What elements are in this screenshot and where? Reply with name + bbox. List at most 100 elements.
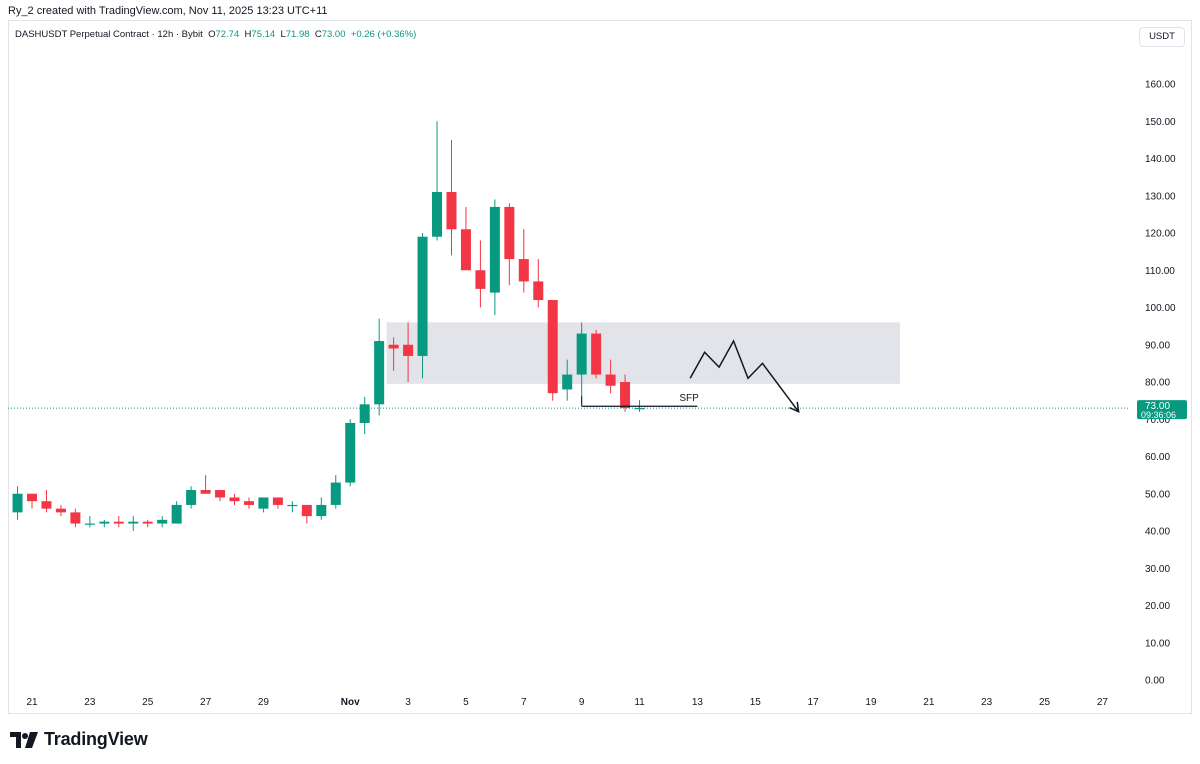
candle-down (243, 497, 254, 509)
candle-down (475, 240, 486, 308)
candle-up (157, 516, 168, 528)
bar-countdown: 09:36:06 (1141, 410, 1176, 420)
candle-down (533, 259, 544, 308)
last-price-badge (1137, 400, 1187, 420)
ohlc-change-value: +0.26 (+0.36%) (350, 29, 417, 40)
candle-up (417, 233, 428, 379)
y-tick-label: 160.00 (1145, 80, 1176, 91)
price-unit-selector[interactable]: USDT (1139, 27, 1185, 47)
candle-down (620, 374, 631, 412)
ohlc-high-value: 75.14 (251, 29, 276, 40)
candle-body (113, 521, 124, 524)
candle-up (128, 516, 139, 531)
candle-body (171, 504, 182, 524)
candle-body (388, 344, 399, 349)
candle-body (432, 192, 443, 237)
y-tick-label: 60.00 (1145, 452, 1170, 463)
candle-body (258, 497, 269, 509)
y-tick-label: 120.00 (1145, 229, 1176, 240)
chart-credit: Ry_2 created with TradingView.com, Nov 1… (8, 5, 328, 17)
candle-body (576, 333, 587, 375)
candle-up (99, 519, 110, 528)
chart-frame (8, 20, 1192, 714)
x-tick-label: 21 (26, 697, 38, 708)
candle-body (533, 281, 544, 301)
ohlc-close-value: 73.00 (321, 29, 346, 40)
candle-body (84, 523, 95, 525)
candle-up (84, 516, 95, 528)
x-tick-label: 29 (258, 697, 270, 708)
candle-up (562, 359, 573, 401)
x-tick-label: 27 (1097, 697, 1109, 708)
candle-down (55, 504, 66, 517)
candle-body (287, 504, 298, 507)
brand-name: TradingView (44, 729, 148, 749)
sfp-label: SFP (679, 393, 699, 404)
candle-body (41, 501, 52, 509)
y-tick-label: 40.00 (1145, 527, 1170, 538)
candle-down (403, 322, 414, 382)
candle-up (345, 419, 356, 487)
x-tick-label: 19 (865, 697, 877, 708)
x-tick-label: 9 (579, 697, 585, 708)
x-tick-label: 25 (142, 697, 154, 708)
candle-body (301, 504, 312, 517)
candle-body (27, 493, 37, 502)
candle-up (287, 501, 298, 513)
candle-body (504, 206, 515, 260)
candle-down (460, 206, 471, 271)
candle-body (374, 341, 385, 405)
y-tick-label: 80.00 (1145, 378, 1170, 389)
candle-up (432, 121, 443, 241)
candle-down (605, 359, 616, 394)
candle-up (330, 475, 341, 509)
y-tick-label: 10.00 (1145, 638, 1170, 649)
candle-body (620, 382, 631, 409)
time-axis[interactable]: 21 23 25 27 29 Nov 3 5 7 9 11 13 15 17 19 21 23 25 27 (26, 697, 1108, 708)
candle-down (200, 475, 211, 494)
candle-body (142, 521, 153, 524)
y-tick-label: 30.00 (1145, 564, 1170, 575)
x-tick-label: 21 (923, 697, 935, 708)
candle-down (388, 337, 399, 371)
candle-down (70, 508, 81, 528)
candle-up (258, 497, 269, 513)
candle-body (475, 270, 486, 289)
candle-body (186, 490, 197, 505)
candle-body (518, 259, 529, 282)
candle-body (200, 490, 211, 494)
candle-body (128, 521, 139, 524)
symbol-title[interactable]: DASHUSDT Perpetual Contract · 12h · Bybi… (15, 29, 203, 40)
candle-body (359, 404, 370, 423)
ohlc-open-label: O (208, 29, 216, 40)
candle-body (55, 508, 66, 513)
x-tick-label: 5 (463, 697, 469, 708)
candle-body (460, 229, 471, 271)
x-tick-label: 13 (692, 697, 704, 708)
annotation-layer: SFP (8, 339, 1128, 414)
y-tick-label: 150.00 (1145, 117, 1176, 128)
y-tick-label: 50.00 (1145, 489, 1170, 500)
ohlc-low-label: L (280, 29, 286, 40)
y-tick-label: 100.00 (1145, 303, 1176, 314)
tradingview-logo-icon (10, 731, 38, 748)
x-tick-label: 7 (521, 697, 527, 708)
x-tick-label: 23 (981, 697, 993, 708)
x-tick-label: 27 (200, 697, 212, 708)
candle-down (27, 493, 37, 509)
candle-up (374, 318, 385, 416)
projection-arrowhead (789, 401, 800, 414)
candle-body (330, 482, 341, 505)
candle-body (243, 501, 254, 505)
candle-body (215, 490, 226, 498)
candle-body (489, 206, 500, 293)
ohlc-high-label: H (244, 29, 252, 40)
candle-body (157, 519, 168, 524)
symbol-info-bar: DASHUSDT Perpetual Contract · 12h · Bybi… (15, 29, 416, 40)
y-tick-label: 20.00 (1145, 601, 1170, 612)
candle-down (547, 300, 558, 401)
y-tick-label: 0.00 (1145, 676, 1165, 687)
y-tick-label: 130.00 (1145, 191, 1176, 202)
price-axis[interactable]: 160.00 150.00 140.00 130.00 120.00 110.00 100.… (1137, 80, 1187, 687)
